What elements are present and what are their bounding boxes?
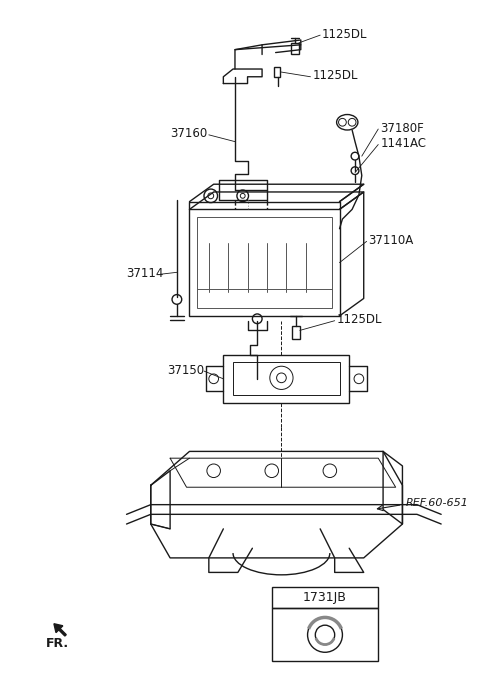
Bar (272, 587, 378, 608)
Text: 1731JB: 1731JB (303, 591, 347, 604)
Text: FR.: FR. (46, 636, 69, 649)
Bar (197, 217, 332, 308)
Text: 37160: 37160 (170, 127, 207, 140)
Text: 1125DL: 1125DL (312, 69, 358, 82)
Text: 1125DL: 1125DL (322, 27, 368, 40)
Text: 37180F: 37180F (380, 121, 424, 134)
Bar (292, 325, 300, 339)
Text: 37150: 37150 (167, 364, 204, 377)
Text: 1125DL: 1125DL (336, 313, 382, 326)
Bar (190, 210, 339, 316)
Text: REF.60-651: REF.60-651 (405, 498, 468, 508)
Text: 37110A: 37110A (369, 234, 414, 247)
Bar (274, 67, 280, 77)
FancyArrow shape (54, 624, 66, 636)
Bar (223, 355, 349, 403)
Text: 37114: 37114 (127, 266, 164, 279)
Bar (272, 608, 378, 662)
Bar (233, 362, 339, 395)
Text: 1141AC: 1141AC (380, 137, 426, 150)
Bar (291, 43, 299, 55)
